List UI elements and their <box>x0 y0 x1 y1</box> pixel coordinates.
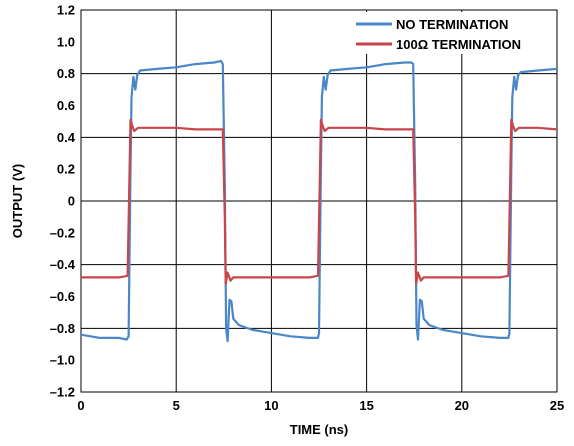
x-tick-label: 20 <box>455 398 469 413</box>
y-tick-label: 0 <box>68 194 75 209</box>
x-tick-labels: 0 5 10 15 20 25 <box>77 398 564 413</box>
y-tick-label: 1.0 <box>57 34 75 49</box>
y-tick-labels: 1.2 1.0 0.8 0.6 0.4 0.2 0 –0.2 –0.4 –0.6 –0.8 –1.0 –… <box>50 3 76 400</box>
y-tick-label: –1.0 <box>50 353 75 368</box>
x-tick-label: 15 <box>359 398 373 413</box>
x-tick-label: 5 <box>173 398 180 413</box>
legend-label-100-ohm-termination: 100Ω TERMINATION <box>396 37 521 52</box>
y-tick-label: –0.4 <box>50 257 76 272</box>
y-tick-label: 0.8 <box>57 66 75 81</box>
y-tick-label: –0.6 <box>50 289 75 304</box>
y-tick-label: –0.2 <box>50 225 75 240</box>
y-tick-label: 1.2 <box>57 3 75 18</box>
y-tick-label: 0.4 <box>57 130 76 145</box>
x-tick-label: 25 <box>550 398 564 413</box>
legend-label-no-termination: NO TERMINATION <box>396 17 508 32</box>
y-tick-label: –1.2 <box>50 385 75 400</box>
y-tick-label: –0.8 <box>50 321 75 336</box>
legend: NO TERMINATION 100Ω TERMINATION <box>352 12 555 54</box>
y-axis-title: OUTPUT (V) <box>10 164 25 238</box>
x-tick-label: 0 <box>77 398 84 413</box>
x-tick-label: 10 <box>264 398 278 413</box>
y-tick-label: 0.6 <box>57 98 75 113</box>
series-line-100-ohm-termination <box>81 120 557 284</box>
x-axis-title: TIME (ns) <box>290 422 349 437</box>
y-tick-label: 0.2 <box>57 162 75 177</box>
